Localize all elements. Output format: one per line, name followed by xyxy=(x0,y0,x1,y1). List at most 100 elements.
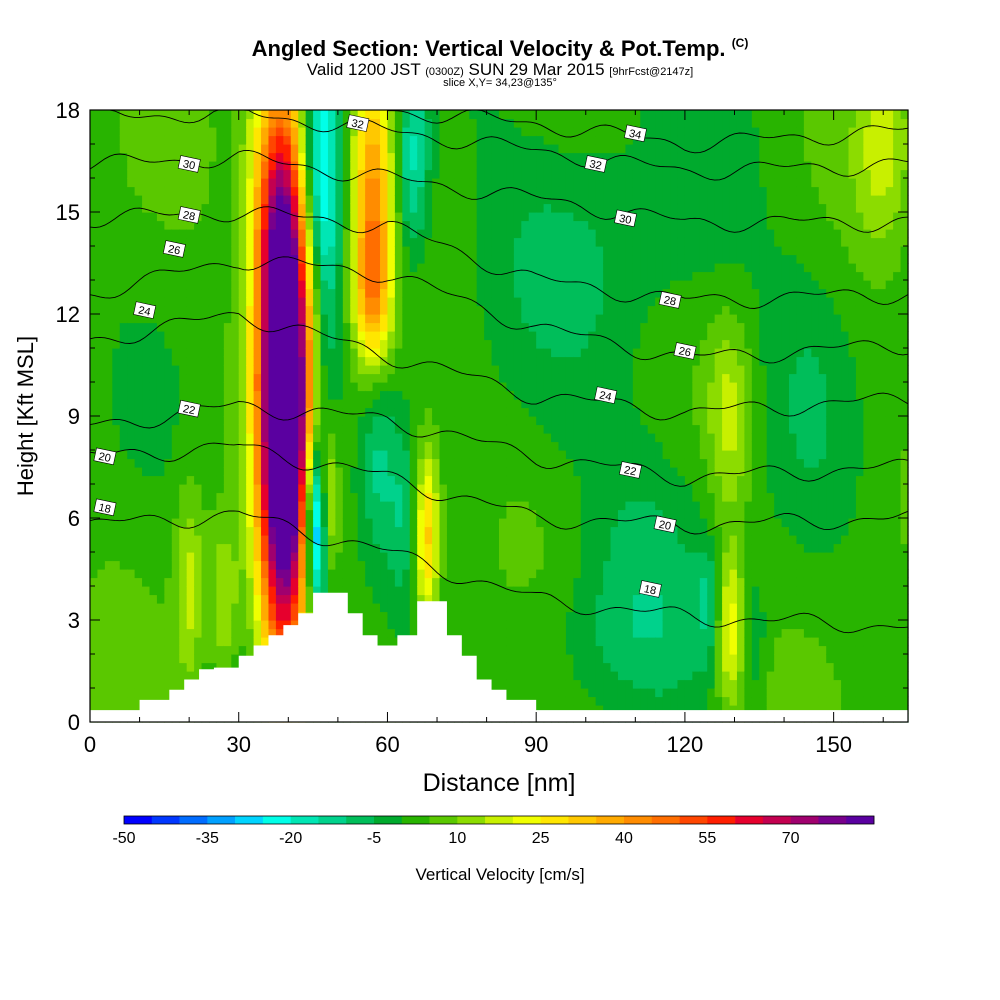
velocity-cell xyxy=(394,501,403,511)
velocity-cell xyxy=(231,169,240,179)
velocity-cell xyxy=(112,297,121,307)
velocity-cell xyxy=(432,501,441,511)
velocity-cell xyxy=(350,331,359,341)
velocity-cell xyxy=(127,271,136,281)
velocity-cell xyxy=(417,161,426,171)
velocity-cell xyxy=(156,628,165,638)
velocity-cell xyxy=(424,424,433,434)
velocity-cell xyxy=(208,475,218,485)
velocity-cell xyxy=(357,526,366,536)
velocity-cell xyxy=(461,246,470,256)
velocity-cell xyxy=(261,577,270,587)
velocity-cell xyxy=(439,569,448,579)
velocity-cell xyxy=(90,688,99,698)
velocity-cell xyxy=(439,144,448,154)
velocity-cell xyxy=(164,127,173,137)
velocity-cell xyxy=(402,611,411,621)
velocity-cell xyxy=(424,356,433,366)
velocity-cell xyxy=(380,450,389,460)
velocity-cell xyxy=(491,569,500,579)
velocity-cell xyxy=(461,339,470,349)
velocity-cell xyxy=(506,484,515,494)
velocity-cell xyxy=(97,560,106,570)
velocity-cell xyxy=(142,611,151,621)
velocity-cell xyxy=(476,271,485,281)
velocity-cell xyxy=(156,654,165,664)
velocity-cell xyxy=(313,492,322,502)
velocity-cell xyxy=(97,382,106,392)
velocity-cell xyxy=(446,212,455,222)
velocity-cell xyxy=(216,484,225,494)
velocity-cell xyxy=(335,450,344,460)
velocity-cell xyxy=(253,365,262,375)
velocity-cell xyxy=(194,458,203,468)
velocity-cell xyxy=(97,390,106,400)
velocity-cell xyxy=(558,416,567,426)
velocity-cell xyxy=(246,331,255,341)
velocity-cell xyxy=(580,271,589,281)
velocity-cell xyxy=(454,348,463,358)
velocity-cell xyxy=(216,475,225,485)
velocity-cell xyxy=(290,152,299,162)
velocity-cell xyxy=(372,399,381,409)
velocity-cell xyxy=(543,628,552,638)
velocity-cell xyxy=(275,127,284,137)
velocity-cell xyxy=(305,518,314,528)
velocity-cell xyxy=(246,645,255,655)
velocity-cell xyxy=(558,220,567,230)
velocity-cell xyxy=(499,441,508,451)
velocity-cell xyxy=(246,229,255,239)
velocity-cell xyxy=(365,229,374,239)
velocity-cell xyxy=(194,152,203,162)
velocity-cell xyxy=(119,450,128,460)
velocity-cell xyxy=(543,288,552,298)
velocity-cell xyxy=(208,450,218,460)
velocity-cell xyxy=(580,331,589,341)
velocity-cell xyxy=(380,246,389,256)
velocity-cell xyxy=(372,339,381,349)
velocity-cell xyxy=(387,492,396,502)
velocity-cell xyxy=(380,220,389,230)
velocity-cell xyxy=(573,628,582,638)
velocity-cell xyxy=(454,246,463,256)
velocity-cell xyxy=(469,339,478,349)
velocity-cell xyxy=(231,229,240,239)
velocity-cell xyxy=(565,229,574,239)
velocity-cell xyxy=(290,263,299,273)
velocity-cell xyxy=(350,169,359,179)
velocity-cell xyxy=(320,339,329,349)
velocity-cell xyxy=(305,144,314,154)
velocity-cell xyxy=(313,577,322,587)
velocity-cell xyxy=(201,144,210,154)
velocity-cell xyxy=(261,603,270,613)
velocity-cell xyxy=(402,263,411,273)
velocity-cell xyxy=(142,645,151,655)
velocity-cell xyxy=(387,543,396,553)
velocity-cell xyxy=(201,339,210,349)
velocity-cell xyxy=(149,144,158,154)
velocity-cell xyxy=(595,569,604,579)
velocity-cell xyxy=(90,399,99,409)
velocity-cell xyxy=(491,169,500,179)
velocity-cell xyxy=(335,467,344,477)
velocity-cell xyxy=(424,127,433,137)
velocity-cell xyxy=(499,178,508,188)
velocity-cell xyxy=(342,365,351,375)
velocity-cell xyxy=(521,331,530,341)
velocity-cell xyxy=(439,535,448,545)
velocity-cell xyxy=(506,645,515,655)
velocity-cell xyxy=(90,484,99,494)
velocity-cell xyxy=(223,467,232,477)
velocity-cell xyxy=(127,314,136,324)
velocity-cell xyxy=(595,365,604,375)
velocity-cell xyxy=(446,135,455,145)
velocity-cell xyxy=(164,331,173,341)
velocity-cell xyxy=(417,509,426,519)
velocity-cell xyxy=(528,611,537,621)
velocity-cell xyxy=(179,637,188,647)
velocity-cell xyxy=(380,118,389,128)
velocity-cell xyxy=(439,339,448,349)
velocity-cell xyxy=(268,212,277,222)
velocity-cell xyxy=(283,492,292,502)
velocity-cell xyxy=(513,611,522,621)
